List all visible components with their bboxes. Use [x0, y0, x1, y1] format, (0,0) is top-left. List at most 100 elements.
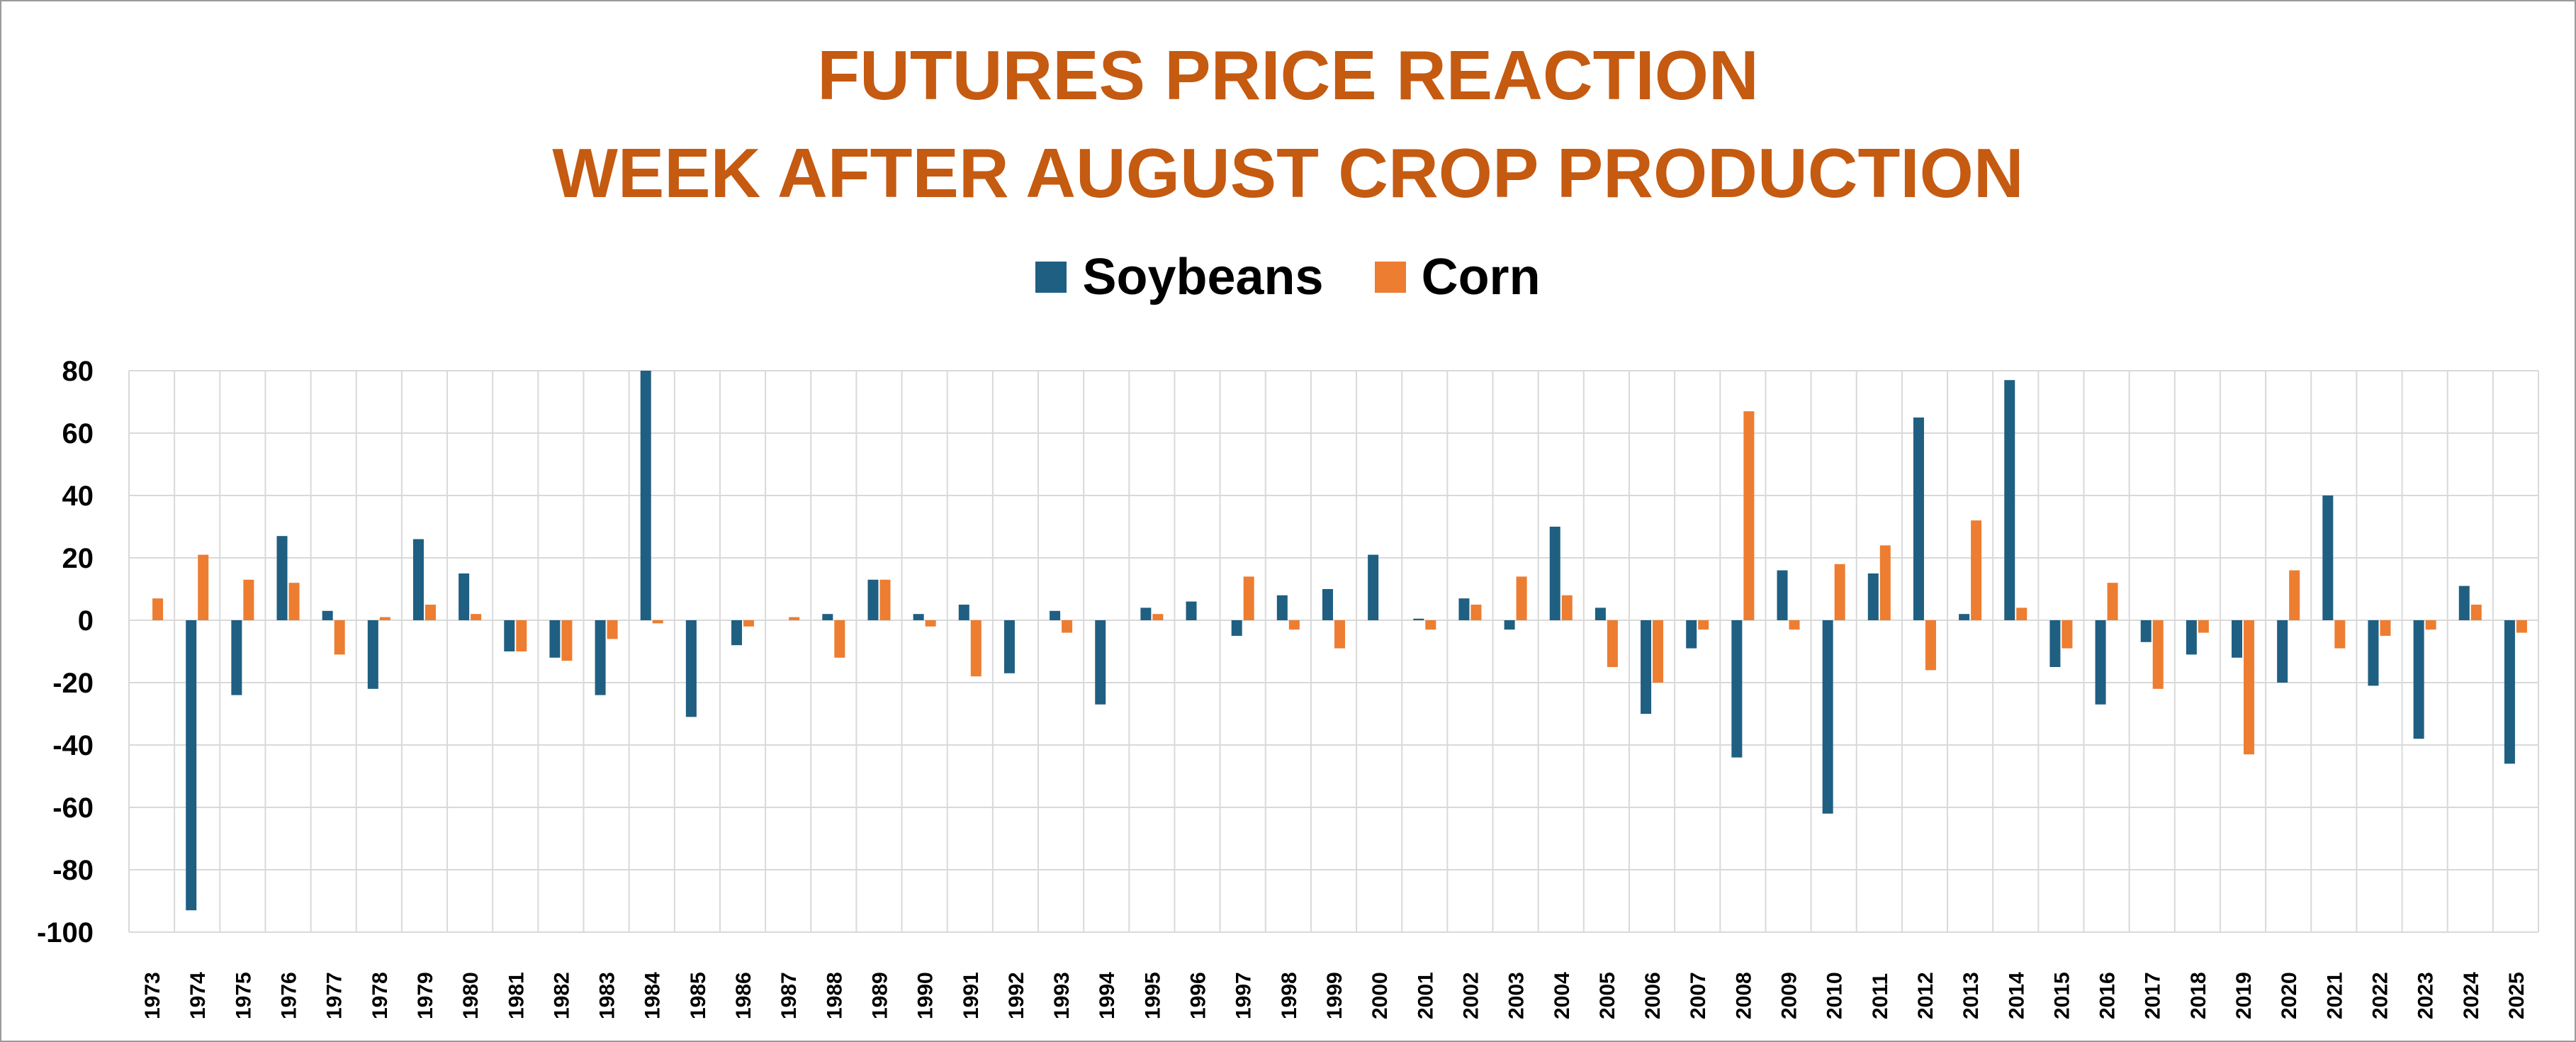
x-tick-label-2009: 2009	[1778, 972, 1801, 1019]
bar-soybeans-2004	[1549, 527, 1560, 620]
x-tick-label-1988: 1988	[823, 972, 846, 1019]
x-tick-label-1985: 1985	[687, 972, 710, 1019]
bar-soybeans-1978	[367, 620, 378, 689]
x-tick-label-1992: 1992	[1005, 972, 1028, 1019]
y-tick-label: 80	[62, 356, 94, 387]
legend-label-soybeans: Soybeans	[1082, 249, 1324, 306]
bar-soybeans-1994	[1095, 620, 1106, 705]
bar-soybeans-1983	[595, 620, 606, 695]
bar-corn-2012	[1925, 620, 1936, 671]
bar-soybeans-1995	[1140, 607, 1152, 620]
bar-soybeans-1999	[1322, 589, 1333, 620]
bar-soybeans-1992	[1003, 620, 1015, 673]
y-tick-label: -20	[52, 668, 94, 699]
bar-corn-1993	[1062, 620, 1073, 633]
y-tick-label: -100	[37, 917, 94, 948]
bar-soybeans-2015	[2049, 620, 2061, 667]
bar-corn-2021	[2334, 620, 2346, 649]
x-tick-label-1976: 1976	[278, 972, 301, 1019]
x-tick-label-1981: 1981	[505, 972, 528, 1019]
bar-soybeans-1998	[1276, 595, 1288, 620]
x-tick-label-1994: 1994	[1096, 972, 1119, 1019]
x-tick-label-2003: 2003	[1505, 972, 1529, 1019]
bar-corn-1997	[1243, 576, 1254, 620]
bar-corn-2023	[2425, 620, 2436, 630]
bar-corn-2007	[1698, 620, 1709, 630]
bar-soybeans-1988	[822, 614, 833, 620]
x-tick-label-2000: 2000	[1368, 972, 1392, 1019]
y-tick-label: 0	[78, 605, 94, 637]
y-axis-ticks: 80 60 40 20 0 -20 -40 -60 -80 -100	[37, 356, 94, 948]
bar-soybeans-2002	[1458, 598, 1470, 620]
x-tick-label-2012: 2012	[1914, 972, 1937, 1019]
x-tick-label-2013: 2013	[1959, 972, 1983, 1019]
x-tick-label-2025: 2025	[2505, 972, 2529, 1019]
x-tick-label-2001: 2001	[1414, 972, 1437, 1019]
bar-corn-1983	[607, 620, 618, 639]
bar-soybeans-1976	[276, 536, 288, 620]
chart-legend: Soybeans Corn	[0, 248, 2576, 306]
x-tick-label-2008: 2008	[1732, 972, 1755, 1019]
bar-corn-1990	[925, 620, 936, 627]
bar-soybeans-1997	[1231, 620, 1242, 636]
bar-soybeans-2023	[2413, 620, 2424, 739]
bars	[152, 371, 2527, 911]
bar-soybeans-2014	[2004, 380, 2015, 620]
bar-corn-1999	[1334, 620, 1345, 649]
bar-soybeans-2000	[1368, 554, 1379, 620]
x-tick-label-1991: 1991	[960, 972, 983, 1019]
x-tick-label-2011: 2011	[1869, 973, 1892, 1019]
x-tick-label-1982: 1982	[550, 972, 573, 1019]
x-tick-label-1997: 1997	[1232, 972, 1256, 1019]
bar-soybeans-1984	[640, 371, 651, 620]
x-tick-label-1986: 1986	[732, 972, 755, 1019]
x-tick-label-2022: 2022	[2368, 972, 2392, 1019]
bar-corn-2019	[2244, 620, 2255, 755]
x-tick-label-1987: 1987	[777, 972, 801, 1019]
x-tick-label-1973: 1973	[141, 972, 164, 1019]
x-tick-label-1978: 1978	[369, 972, 392, 1019]
bar-corn-1995	[1152, 614, 1164, 620]
bar-corn-1976	[288, 583, 300, 620]
x-tick-label-1993: 1993	[1050, 972, 1074, 1019]
x-tick-label-2020: 2020	[2278, 972, 2301, 1019]
legend-item-corn: Corn	[1374, 248, 1541, 306]
bar-corn-2006	[1653, 620, 1664, 683]
bar-soybeans-1979	[412, 539, 424, 620]
x-tick-label-1999: 1999	[1323, 972, 1346, 1019]
x-tick-label-1980: 1980	[459, 972, 483, 1019]
bar-soybeans-2008	[1731, 620, 1743, 758]
bar-corn-2022	[2380, 620, 2391, 636]
x-tick-label-2018: 2018	[2187, 972, 2210, 1019]
bar-corn-1991	[970, 620, 982, 677]
x-tick-label-1990: 1990	[914, 972, 938, 1019]
x-tick-label-1989: 1989	[868, 972, 892, 1019]
bar-corn-2003	[1516, 576, 1527, 620]
x-tick-label-2005: 2005	[1596, 972, 1619, 1019]
bar-soybeans-1981	[504, 620, 515, 651]
bar-corn-2014	[2016, 607, 2027, 620]
bar-corn-2025	[2516, 620, 2527, 633]
bar-corn-2024	[2470, 605, 2482, 620]
bar-soybeans-2009	[1777, 570, 1788, 620]
bar-corn-1988	[834, 620, 845, 658]
y-tick-label: -80	[52, 855, 94, 886]
bar-soybeans-2001	[1413, 618, 1424, 620]
bar-soybeans-1980	[459, 573, 470, 620]
x-tick-label-2021: 2021	[2323, 972, 2346, 1019]
bar-soybeans-2003	[1504, 620, 1515, 630]
bar-corn-2017	[2152, 620, 2164, 689]
x-tick-label-2023: 2023	[2414, 972, 2438, 1019]
x-tick-label-1983: 1983	[596, 972, 619, 1019]
bar-soybeans-2010	[1822, 620, 1833, 814]
legend-swatch-corn	[1374, 262, 1406, 293]
bar-corn-1984	[652, 620, 663, 624]
bar-soybeans-1989	[867, 579, 879, 620]
bar-corn-1980	[471, 614, 482, 620]
bar-corn-2011	[1879, 545, 1891, 620]
bar-soybeans-2006	[1641, 620, 1652, 714]
x-tick-label-2016: 2016	[2096, 972, 2120, 1019]
x-tick-label-2006: 2006	[1641, 972, 1665, 1019]
y-tick-label: 40	[62, 481, 94, 512]
legend-item-soybeans: Soybeans	[1035, 248, 1324, 306]
